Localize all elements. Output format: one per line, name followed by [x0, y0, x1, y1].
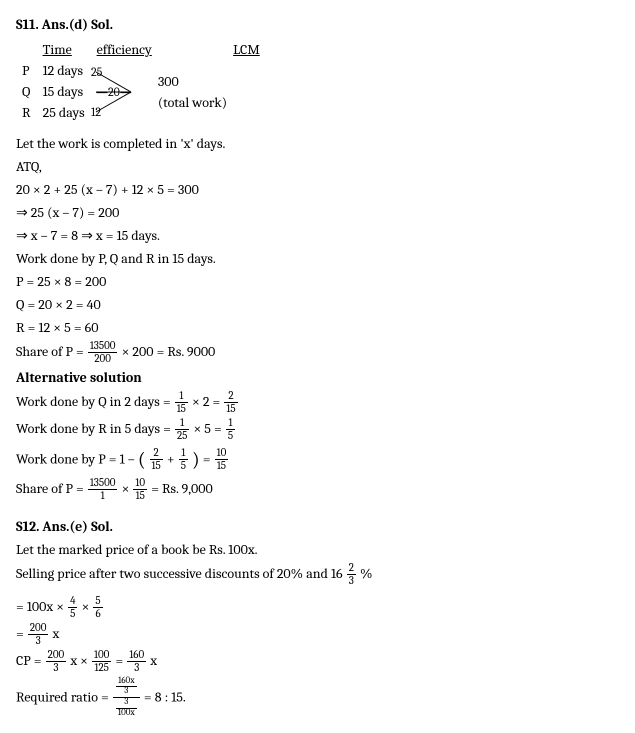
lcm-table: Time efficiency LCM P 12 days 25 —20— 12…: [16, 39, 619, 123]
s12-line1: Let the marked price of a book be Rs. 10…: [16, 539, 619, 560]
row-q-time: 15 days: [37, 81, 91, 102]
share-frac: 13500200: [88, 340, 118, 365]
s11-line9: R = 12 × 5 = 60: [16, 317, 619, 338]
th-lcm: LCM: [227, 39, 266, 60]
s11-header-text: S11. Ans.(d) Sol.: [16, 16, 113, 33]
bracket-svg: 25 —20— 12: [91, 62, 141, 122]
row-r-time: 25 days: [37, 102, 91, 123]
s11-line7: P = 25 × 8 = 200: [16, 271, 619, 292]
s11-line8: Q = 20 × 2 = 40: [16, 294, 619, 315]
svg-text:—20—: —20—: [96, 85, 132, 99]
share-prefix: Share of P =: [16, 343, 87, 360]
alt3: Work done by P = 1 – ( 215 + 15 ) = 1015: [16, 445, 619, 475]
s11-line4: ⇒ 25 (x – 7) = 200: [16, 202, 619, 223]
s12-header: S12. Ans.(e) Sol.: [16, 516, 619, 537]
svg-text:25: 25: [91, 65, 103, 79]
s11-line3: 20 × 2 + 25 (x – 7) + 12 × 5 = 300: [16, 179, 619, 200]
s12-line2: Selling price after two successive disco…: [16, 562, 619, 587]
s12-cp: CP = 2003 x × 100125 = 1603 x: [16, 649, 619, 674]
th-eff: efficiency: [91, 39, 158, 60]
share-suffix: × 200 = Rs. 9000: [122, 343, 216, 360]
th-time: Time: [37, 39, 91, 60]
alt1: Work done by Q in 2 days = 115 × 2 = 215: [16, 390, 619, 415]
row-r-label: R: [16, 102, 37, 123]
alt4: Share of P = 135001 × 1015 = Rs. 9,000: [16, 477, 619, 502]
s11-header: S11. Ans.(d) Sol.: [16, 14, 619, 35]
alt-header: Alternative solution: [16, 367, 619, 388]
s11-line2: ATQ,: [16, 156, 619, 177]
svg-text:12: 12: [91, 105, 101, 119]
lcm-value: 300: [158, 73, 179, 90]
row-p-label: P: [16, 60, 37, 81]
s11-line6: Work done by P, Q and R in 15 days.: [16, 248, 619, 269]
s11-share: Share of P = 13500200 × 200 = Rs. 9000: [16, 340, 619, 365]
s12-sp: = 100x × 45 × 56: [16, 595, 619, 620]
alt2: Work done by R in 5 days = 125 × 5 = 15: [16, 417, 619, 442]
s12-ratio: Required ratio = 160x3 3100x = 8 : 15.: [16, 677, 619, 720]
lcm-note: (total work): [158, 94, 227, 111]
s11-line1: Let the work is completed in 'x' days.: [16, 133, 619, 154]
row-q-label: Q: [16, 81, 37, 102]
s12-sp-result: = 2003 x: [16, 622, 619, 647]
row-p-time: 12 days: [37, 60, 91, 81]
s11-line5: ⇒ x – 7 = 8 ⇒ x = 15 days.: [16, 225, 619, 246]
